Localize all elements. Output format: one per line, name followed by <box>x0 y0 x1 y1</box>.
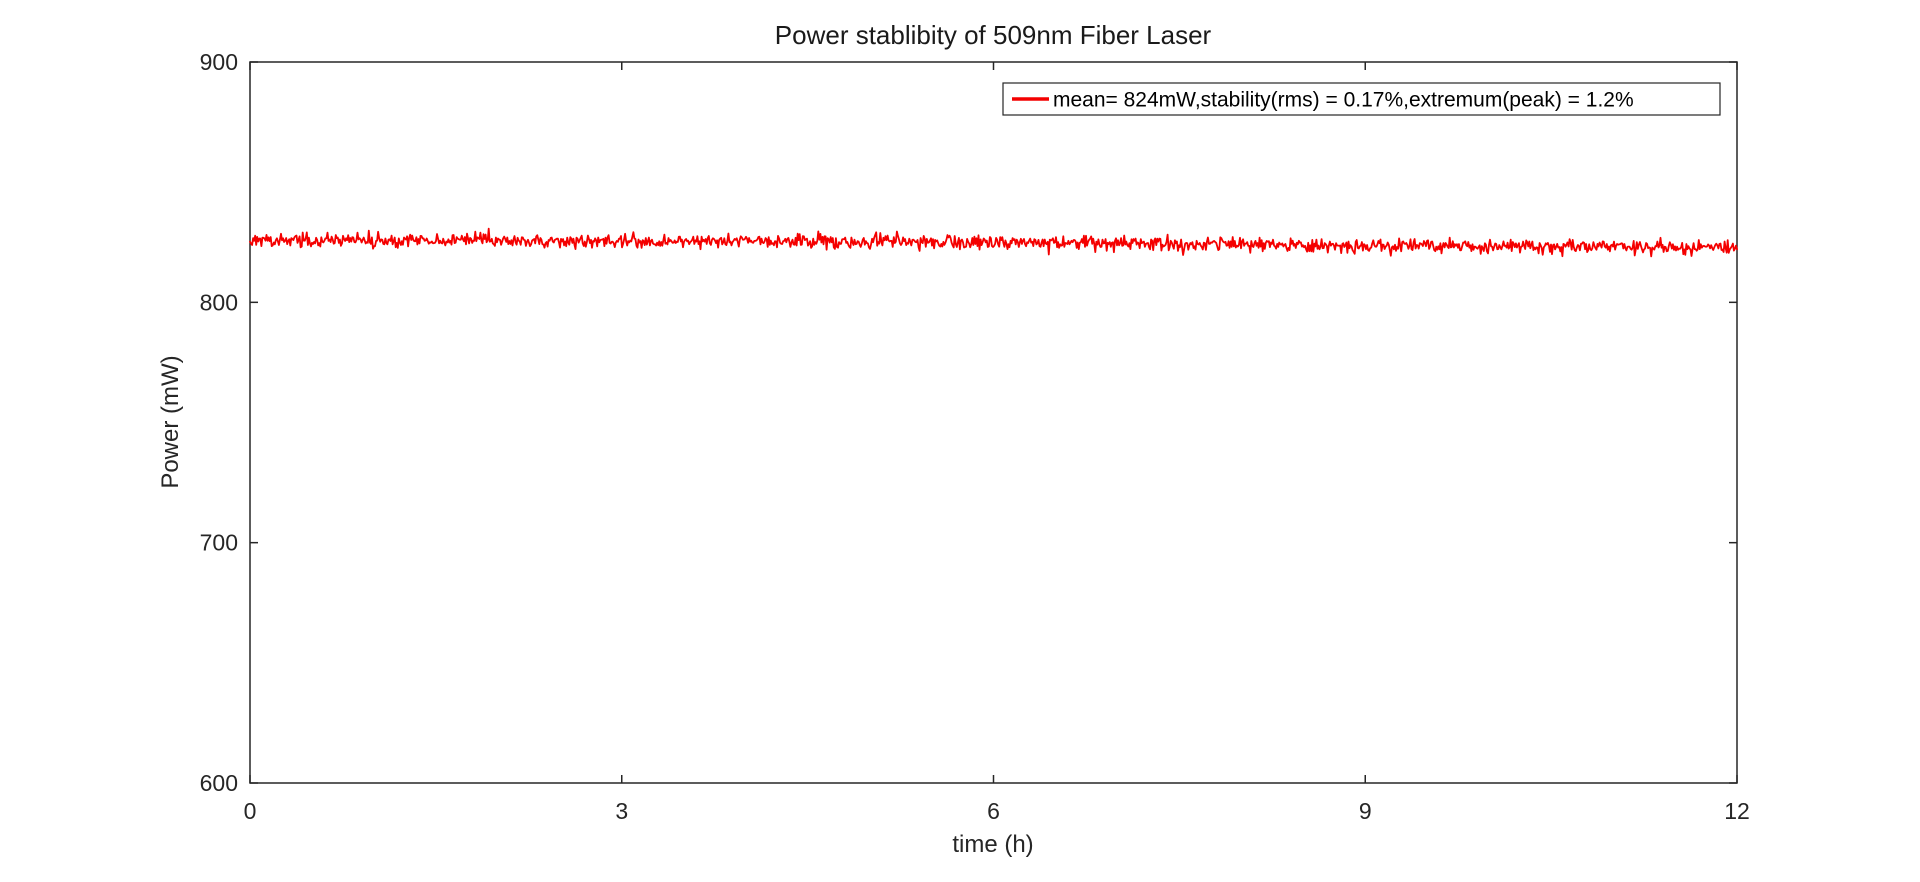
legend-box <box>1002 82 1721 116</box>
y-tick-label: 600 <box>200 770 238 796</box>
x-tick-label: 9 <box>1359 798 1372 824</box>
x-tick-label: 3 <box>615 798 628 824</box>
x-tick-label: 6 <box>987 798 1000 824</box>
legend: mean= 824mW,stability(rms) = 0.17%,extre… <box>1002 82 1721 116</box>
y-tick-label: 800 <box>200 289 238 315</box>
power-series-line <box>249 227 1738 258</box>
x-axis-ticks: 0 3 6 9 12 <box>244 62 1750 824</box>
y-axis-ticks: 600 700 800 900 <box>200 49 1737 796</box>
x-tick-label: 0 <box>244 798 257 824</box>
x-tick-label: 12 <box>1724 798 1750 824</box>
plot-area-box <box>249 61 1738 784</box>
y-tick-label: 900 <box>200 49 238 75</box>
legend-label: mean= 824mW,stability(rms) = 0.17%,extre… <box>1053 89 1634 112</box>
y-tick-label: 700 <box>200 530 238 556</box>
y-axis-label: Power (mW) <box>157 355 184 488</box>
x-axis-label: time (h) <box>952 831 1033 858</box>
chart-title: Power stablibity of 509nm Fiber Laser <box>775 20 1212 50</box>
